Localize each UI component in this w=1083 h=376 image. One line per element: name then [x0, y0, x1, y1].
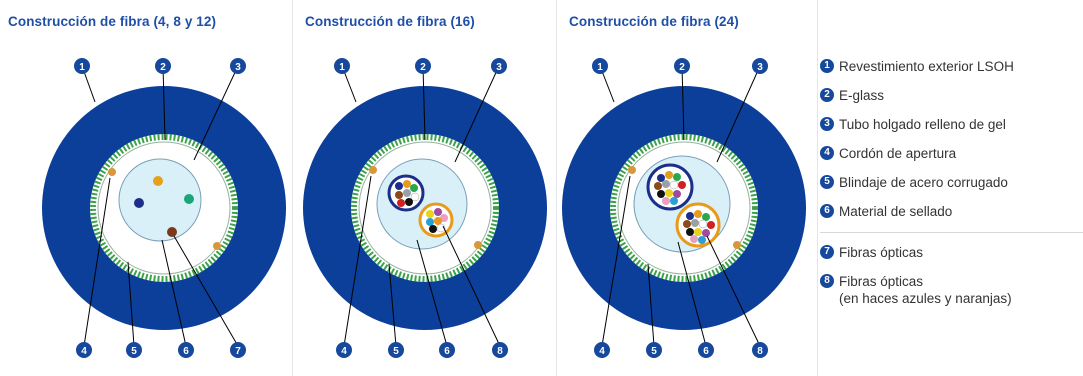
legend-badge: 7 [820, 245, 834, 259]
callout-5: 5 [646, 342, 662, 358]
legend-item-8: 8 Fibras ópticas (en haces azules y nara… [820, 273, 1012, 307]
legend-text: Fibras ópticas [839, 274, 924, 289]
legend-text: Fibras ópticas [839, 245, 924, 260]
svg-text:1: 1 [79, 62, 85, 73]
callout-7: 7 [230, 342, 246, 358]
callout-1: 1 [74, 58, 90, 74]
armor-layer [610, 134, 758, 282]
panel-divider [556, 0, 557, 376]
callout-5: 5 [388, 342, 404, 358]
fiber [167, 227, 177, 237]
armor-layer [351, 134, 499, 282]
callout-3: 3 [230, 58, 246, 74]
blue-fiber-bundle [387, 174, 425, 212]
fiber [153, 176, 163, 186]
callout-3: 3 [752, 58, 768, 74]
legend-item-5: 5 Blindaje de acero corrugado [820, 174, 1008, 191]
panel-fiber-24: Construcción de fibra (24) [557, 0, 817, 376]
callout-1: 1 [592, 58, 608, 74]
svg-text:3: 3 [496, 62, 502, 73]
legend-badge: 5 [820, 175, 834, 189]
legend-divider [820, 232, 1083, 233]
callout-4: 4 [594, 342, 610, 358]
legend-item-1: 1 Revestimiento exterior LSOH [820, 58, 1014, 75]
callout-6: 6 [178, 342, 194, 358]
loose-tube [376, 158, 468, 250]
panel-title: Construcción de fibra (24) [569, 14, 739, 29]
svg-text:8: 8 [497, 346, 503, 357]
armor-layer [90, 134, 238, 282]
svg-text:6: 6 [703, 346, 709, 357]
legend-text: Revestimiento exterior LSOH [839, 59, 1014, 74]
cable-cross-section: 1 2 3 4 5 6 8 [562, 58, 806, 358]
ripcord [474, 241, 482, 249]
panel-fiber-4-8-12: Construcción de fibra (4, 8 y 12) 1 2 3 … [0, 0, 292, 376]
callout-6: 6 [698, 342, 714, 358]
svg-text:5: 5 [393, 346, 399, 357]
orange-fiber-bundle [418, 202, 454, 238]
svg-text:7: 7 [235, 346, 241, 357]
panel-title: Construcción de fibra (16) [305, 14, 475, 29]
svg-text:1: 1 [597, 62, 603, 73]
legend-text: Tubo holgado relleno de gel [839, 117, 1006, 132]
svg-text:2: 2 [679, 62, 685, 73]
svg-text:2: 2 [160, 62, 166, 73]
ripcord [733, 241, 741, 249]
orange-fiber-bundle [675, 202, 721, 248]
cable-cross-section: 1 2 3 4 5 6 8 [303, 58, 547, 358]
fiber [184, 194, 194, 204]
svg-text:4: 4 [81, 346, 87, 357]
callout-2: 2 [674, 58, 690, 74]
svg-text:3: 3 [757, 62, 763, 73]
callout-5: 5 [126, 342, 142, 358]
callout-2: 2 [155, 58, 171, 74]
callout-2: 2 [415, 58, 431, 74]
blue-fiber-bundle [646, 163, 694, 211]
svg-text:4: 4 [341, 346, 347, 357]
callout-6: 6 [439, 342, 455, 358]
callout-3: 3 [491, 58, 507, 74]
callout-8: 8 [492, 342, 508, 358]
svg-text:1: 1 [339, 62, 345, 73]
svg-text:6: 6 [444, 346, 450, 357]
callout-1: 1 [334, 58, 350, 74]
legend-text: Blindaje de acero corrugado [839, 175, 1008, 190]
panel-divider [292, 0, 293, 376]
legend-item-7: 7 Fibras ópticas [820, 244, 923, 261]
legend-badge: 4 [820, 146, 834, 160]
svg-text:2: 2 [420, 62, 426, 73]
legend-item-2: 2 E-glass [820, 87, 884, 104]
legend-badge: 8 [820, 274, 834, 288]
callout-4: 4 [76, 342, 92, 358]
svg-text:4: 4 [599, 346, 605, 357]
legend-badge: 3 [820, 117, 834, 131]
legend-item-3: 3 Tubo holgado relleno de gel [820, 116, 1006, 133]
panel-divider [817, 0, 818, 376]
svg-text:3: 3 [235, 62, 241, 73]
ripcord [108, 168, 116, 176]
legend-text-secondary: (en haces azules y naranjas) [839, 291, 1012, 306]
legend-item-4: 4 Cordón de apertura [820, 145, 956, 162]
callout-4: 4 [336, 342, 352, 358]
fiber [134, 198, 144, 208]
legend-text: Cordón de apertura [839, 146, 957, 161]
ripcord [213, 242, 221, 250]
legend-text: E-glass [839, 88, 885, 103]
ripcord [628, 166, 636, 174]
panel-title: Construcción de fibra (4, 8 y 12) [8, 14, 217, 29]
panel-fiber-16: Construcción de fibra (16) [293, 0, 556, 376]
legend-badge: 6 [820, 204, 834, 218]
legend-badge: 2 [820, 88, 834, 102]
legend-item-6: 6 Material de sellado [820, 203, 952, 220]
svg-text:8: 8 [757, 346, 763, 357]
svg-text:5: 5 [651, 346, 657, 357]
callout-8: 8 [752, 342, 768, 358]
ripcord [369, 166, 377, 174]
legend-text: Material de sellado [839, 204, 953, 219]
svg-text:6: 6 [183, 346, 189, 357]
cable-cross-section: 1 2 3 4 5 6 7 [42, 58, 286, 358]
loose-tube [118, 158, 202, 242]
legend-badge: 1 [820, 59, 834, 73]
svg-text:5: 5 [131, 346, 137, 357]
